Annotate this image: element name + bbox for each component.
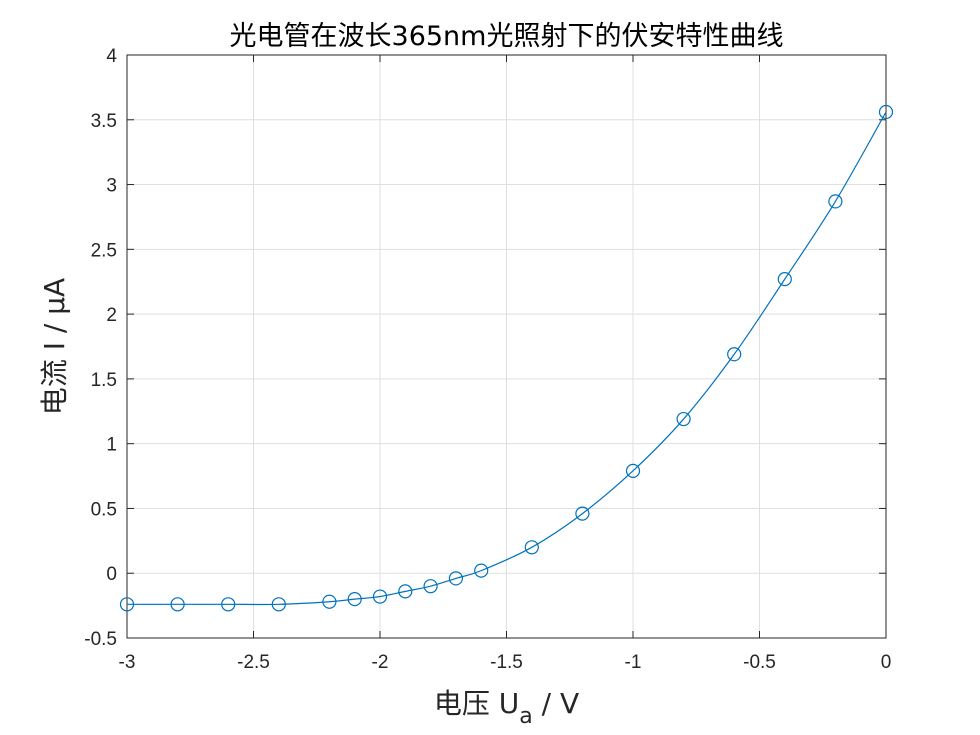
series-line — [127, 111, 887, 606]
data-point — [676, 411, 691, 427]
data-point — [423, 579, 438, 594]
y-tick-label: 0.5 — [91, 499, 117, 520]
y-tick-label: 0 — [106, 564, 117, 585]
data-point — [727, 347, 742, 362]
y-tick-label: 2 — [106, 305, 117, 326]
data-point — [372, 589, 388, 604]
data-point — [878, 104, 894, 120]
x-tick-label: -2.5 — [237, 652, 270, 673]
x-tick-label: 0 — [881, 652, 892, 673]
data-point — [271, 597, 286, 612]
y-tick-label: 1 — [106, 435, 117, 456]
data-point — [448, 571, 463, 586]
data-point — [777, 272, 792, 287]
data-point — [625, 463, 641, 478]
x-axis-label-subscript: a — [519, 704, 532, 729]
y-axis-label: 电流 I / μA — [38, 278, 71, 415]
x-tick-label: -1 — [625, 652, 642, 673]
y-tick-label: 3 — [106, 176, 117, 197]
data-point — [221, 597, 236, 612]
y-tick-label: 1.5 — [91, 370, 117, 391]
data-point — [524, 540, 539, 555]
y-tick-label: 2.5 — [91, 240, 117, 261]
x-axis-label-unit: / V — [533, 687, 579, 720]
data-point — [828, 194, 843, 209]
tick-layer: -3 -2.5 -2 -1.5 -1 -0.5 0 -0.5 0 0.5 1 1.5 2 2.5 3 3.5 4 — [84, 46, 891, 673]
y-tick-label: 3.5 — [91, 111, 117, 132]
series-layer — [119, 104, 894, 612]
y-tick-label: 4 — [106, 46, 117, 67]
x-tick-label: -3 — [119, 652, 136, 673]
data-point — [575, 506, 590, 521]
x-tick-label: -2 — [372, 652, 389, 673]
x-tick-label: -1.5 — [490, 652, 523, 673]
x-tick-label: -0.5 — [743, 652, 776, 673]
x-axis-label: 电压 Ua / V — [434, 687, 579, 729]
chart-title: 光电管在波长365nm光照射下的伏安特性曲线 — [230, 21, 784, 52]
data-point — [119, 597, 135, 612]
data-point — [347, 592, 362, 607]
data-point — [170, 597, 185, 612]
data-point — [398, 584, 413, 599]
data-point — [474, 563, 489, 578]
grid-layer — [126, 54, 887, 639]
y-tick-label: -0.5 — [84, 629, 117, 650]
x-axis-label-main: 电压 U — [434, 687, 519, 720]
data-point — [322, 594, 337, 609]
